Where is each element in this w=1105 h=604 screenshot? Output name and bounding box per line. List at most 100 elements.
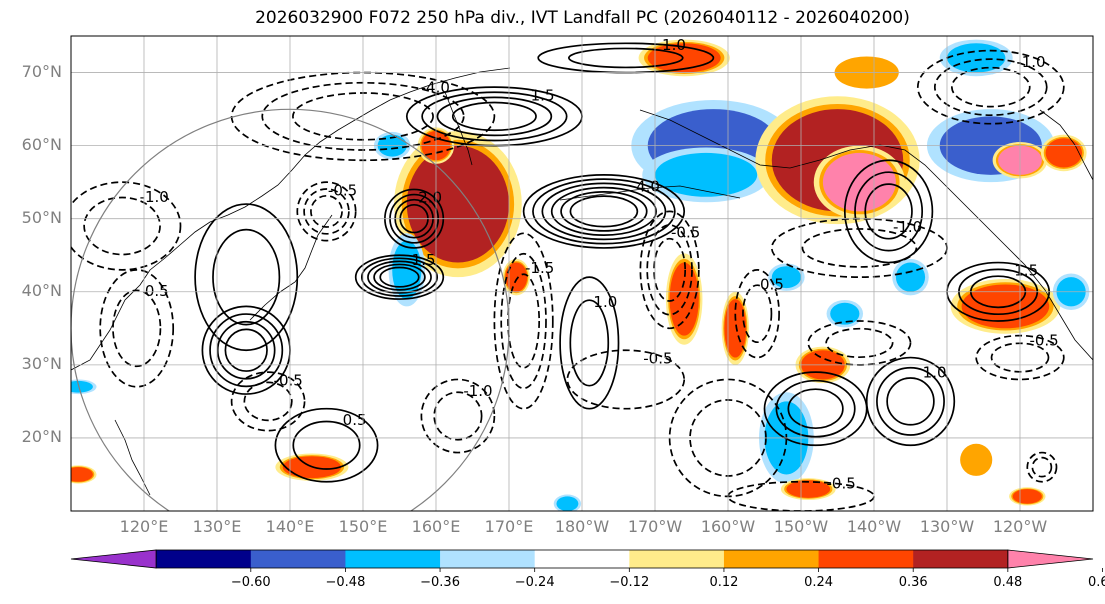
- latitude-label: 60°N: [21, 134, 62, 154]
- coastline-aleutians: [559, 185, 741, 201]
- shaded-anomaly: [822, 152, 896, 212]
- longitude-label: 140°W: [846, 517, 902, 536]
- convergence-contour: [1031, 456, 1053, 478]
- divergence-contour: [560, 191, 648, 232]
- divergence-contour: [292, 420, 361, 470]
- divergence-contour: [209, 313, 284, 388]
- convergence-contour: [83, 196, 161, 256]
- shaded-anomaly: [556, 496, 579, 511]
- divergence-contour: [569, 299, 610, 387]
- shaded-anomaly: [71, 380, 93, 393]
- shaded-anomaly: [786, 480, 831, 498]
- contour-label: -1.5: [525, 259, 554, 277]
- colorbar-bin: [629, 550, 725, 568]
- shaded-anomaly: [505, 262, 528, 292]
- coastline-asia: [71, 67, 511, 371]
- colorbar-bin: [250, 550, 346, 568]
- latitude-label: 50°N: [21, 207, 62, 227]
- contour-label: 0.5: [343, 411, 367, 429]
- colorbar-bin: [534, 550, 630, 568]
- contour-label: 1.5: [412, 251, 436, 269]
- convergence-contour: [801, 228, 918, 268]
- colorbar-tick-label: −0.12: [609, 575, 650, 590]
- divergence-contour: [274, 407, 379, 483]
- longitude-label: 160°E: [411, 517, 461, 536]
- longitude-label: 120°W: [992, 517, 1048, 536]
- convergence-contour: [507, 273, 541, 369]
- contour-label: -0.5: [755, 276, 784, 294]
- convergence-contour: [420, 378, 496, 454]
- divergence-contour: [568, 47, 684, 69]
- contour-label: -1.0: [140, 188, 169, 206]
- latitude-label: 70°N: [21, 61, 62, 81]
- colorbar-bin: [818, 550, 914, 568]
- convergence-contour: [500, 252, 547, 390]
- divergence-contour: [541, 182, 667, 241]
- divergence-contour: [436, 96, 553, 137]
- divergence-contour: [360, 257, 439, 297]
- contour-label: 2.0: [418, 189, 442, 207]
- convergence-contour: [734, 268, 780, 359]
- divergence-contour: [559, 276, 620, 410]
- divergence-contour: [379, 266, 420, 288]
- colorbar-extend-high: [1007, 549, 1094, 569]
- contour-label: 1.0: [923, 363, 947, 381]
- convergence-contour: [639, 210, 700, 330]
- divergence-contour: [216, 320, 276, 380]
- contour-label: -0.5: [328, 181, 357, 199]
- colorbar-tick-label: 0.12: [709, 575, 739, 590]
- divergence-contour: [421, 91, 568, 142]
- shaded-anomaly: [71, 467, 93, 482]
- colorbar-bin: [913, 550, 1009, 568]
- divergence-contour: [865, 356, 956, 447]
- map-title: 2026032900 F072 250 hPa div., IVT Landfa…: [255, 8, 910, 28]
- convergence-contour: [653, 237, 687, 302]
- divergence-contour: [843, 159, 934, 264]
- contour-label: -0.5: [274, 371, 303, 389]
- convergence-contour: [566, 349, 686, 410]
- shaded-anomaly: [1045, 138, 1083, 168]
- convergence-contour: [303, 188, 350, 235]
- coastline-alaska: [639, 109, 1093, 361]
- contour-label: 4.0: [636, 177, 660, 195]
- contour-label: 1.5: [531, 86, 555, 104]
- longitude-label: 120°E: [119, 517, 169, 536]
- longitude-label: 170°W: [627, 517, 683, 536]
- contour-label: -0.5: [643, 349, 672, 367]
- convergence-contour: [243, 381, 293, 422]
- shaded-anomaly: [1012, 489, 1042, 504]
- colorbar-frame: [155, 549, 1009, 569]
- divergence-contour: [864, 183, 913, 240]
- convergence-contour: [433, 391, 483, 441]
- colorbar-tick-label: 0.60: [1087, 575, 1105, 590]
- shaded-anomaly: [724, 299, 747, 358]
- shaded-anomaly: [669, 262, 699, 336]
- contour-label: 1.0: [662, 36, 686, 54]
- shaded-anomaly: [830, 302, 860, 325]
- colorbar-tick-label: −0.48: [325, 575, 366, 590]
- colorbar-tick-label: 0.36: [898, 575, 928, 590]
- convergence-contour: [916, 49, 1065, 125]
- contour-label: -1.0: [463, 382, 492, 400]
- colorbar-tick-label: 0.48: [993, 575, 1023, 590]
- divergence-contour: [854, 171, 924, 252]
- latitude-label: 20°N: [21, 426, 62, 446]
- coastline-north-america-west: [1039, 109, 1093, 181]
- divergence-contour: [787, 388, 844, 430]
- divergence-contour: [194, 203, 299, 352]
- convergence-contour: [742, 284, 773, 344]
- divergence-contour: [569, 195, 639, 228]
- divergence-contour: [451, 101, 537, 132]
- longitude-label: 180°W: [554, 517, 610, 536]
- longitude-label: 150°W: [773, 517, 829, 536]
- contour-label: -0.5: [1029, 331, 1058, 349]
- colorbar: [70, 549, 1103, 572]
- divergence-contour: [876, 366, 945, 436]
- convergence-contour: [933, 58, 1048, 117]
- coastline-philippines: [114, 419, 151, 496]
- contour-label: 1.0: [593, 293, 617, 311]
- map-frame: [70, 35, 1094, 512]
- divergence-contour: [550, 186, 657, 236]
- colorbar-bin: [723, 550, 820, 568]
